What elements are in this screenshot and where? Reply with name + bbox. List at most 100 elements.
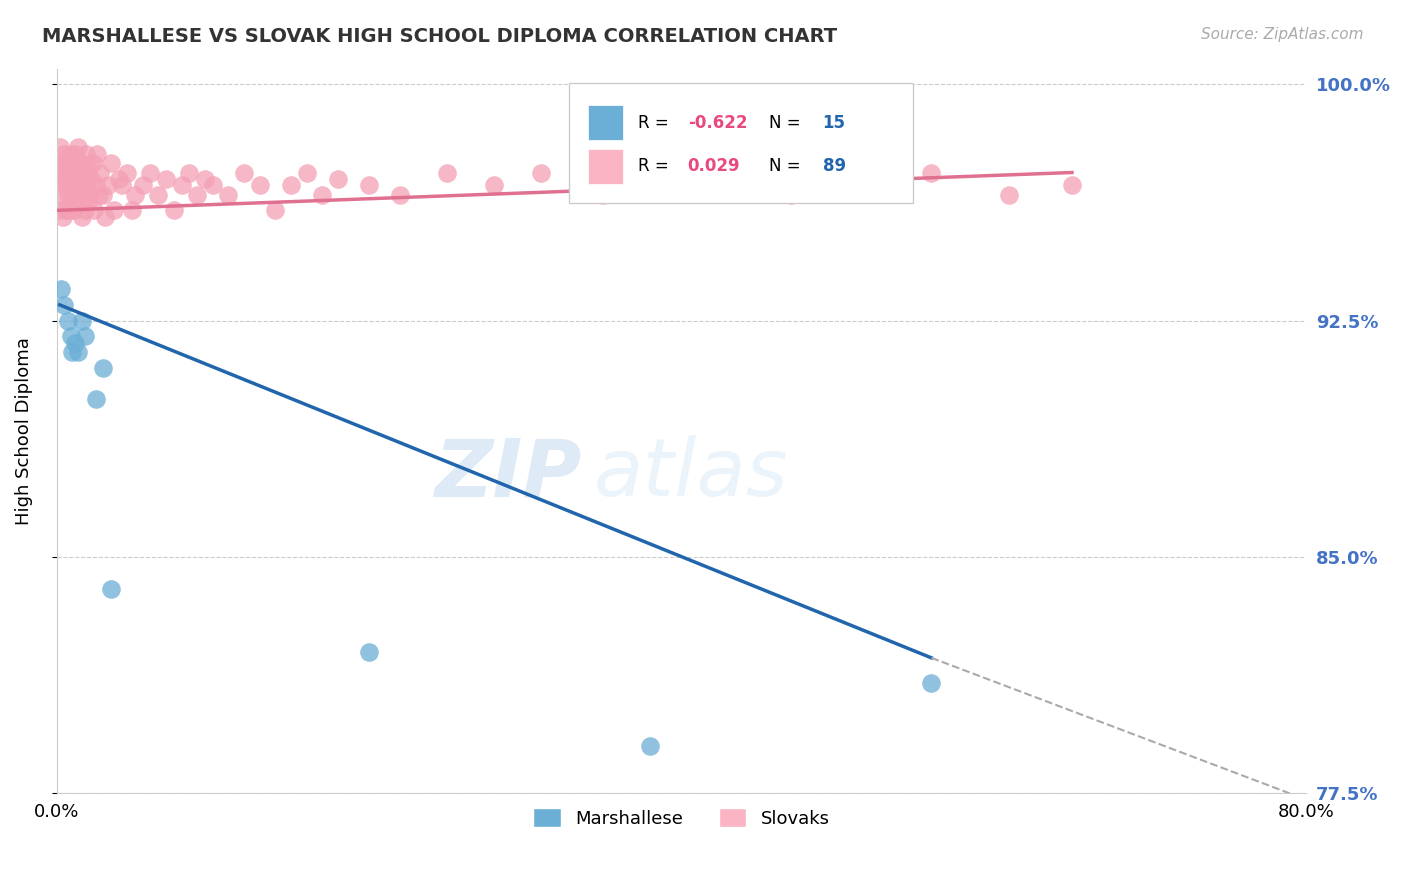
Point [52, 165, 75, 179]
Point [66, 165, 89, 179]
Point [124, 187, 146, 202]
Point [389, 187, 412, 202]
Point [233, 165, 256, 179]
Point [69, 187, 91, 202]
Point [482, 178, 505, 193]
Point [121, 203, 143, 218]
Point [249, 178, 271, 193]
Point [56, 156, 79, 170]
Point [55, 156, 77, 170]
Point [48, 140, 70, 154]
Point [59, 178, 82, 193]
Point [60, 345, 83, 359]
Point [170, 178, 193, 193]
Point [311, 187, 333, 202]
Point [55, 171, 77, 186]
Point [73, 329, 96, 343]
Point [62, 203, 84, 218]
Point [93, 187, 115, 202]
Bar [588, 149, 623, 184]
Point [108, 171, 131, 186]
Point [103, 203, 125, 218]
Point [75, 178, 97, 193]
Point [436, 165, 458, 179]
Point [89, 165, 111, 179]
Point [842, 178, 865, 193]
Point [357, 644, 380, 658]
Point [66, 197, 89, 211]
Text: N =: N = [769, 114, 806, 132]
Text: Source: ZipAtlas.com: Source: ZipAtlas.com [1201, 27, 1364, 42]
Point [53, 298, 76, 312]
Text: ZIP: ZIP [434, 435, 582, 514]
Point [146, 187, 169, 202]
Point [76, 162, 98, 177]
Point [73, 171, 96, 186]
Point [326, 171, 349, 186]
Text: R =: R = [638, 114, 673, 132]
Point [75, 146, 97, 161]
Point [530, 165, 553, 179]
Text: 89: 89 [823, 157, 846, 176]
Point [76, 194, 98, 208]
Point [58, 203, 80, 218]
Point [357, 178, 380, 193]
Bar [588, 105, 623, 140]
Point [53, 178, 76, 193]
Point [280, 178, 302, 193]
Point [186, 187, 208, 202]
Point [97, 178, 120, 193]
Point [59, 146, 82, 161]
Text: N =: N = [769, 157, 806, 176]
Text: MARSHALLESE VS SLOVAK HIGH SCHOOL DIPLOMA CORRELATION CHART: MARSHALLESE VS SLOVAK HIGH SCHOOL DIPLOM… [42, 27, 838, 45]
Point [62, 171, 84, 186]
Legend: Marshallese, Slovaks: Marshallese, Slovaks [526, 801, 837, 835]
Point [93, 360, 115, 375]
Point [82, 156, 104, 170]
Point [131, 178, 153, 193]
Point [100, 582, 122, 596]
Point [58, 171, 80, 186]
Point [638, 739, 661, 753]
Point [217, 187, 239, 202]
Point [52, 210, 75, 224]
Text: atlas: atlas [593, 435, 789, 514]
Point [69, 156, 91, 170]
Point [79, 187, 101, 202]
Point [56, 187, 79, 202]
Point [201, 178, 224, 193]
Point [70, 178, 93, 193]
Y-axis label: High School Diploma: High School Diploma [15, 337, 32, 524]
Point [70, 210, 93, 224]
Point [67, 171, 90, 186]
Point [717, 165, 740, 179]
Point [59, 329, 82, 343]
Point [84, 178, 107, 193]
Point [163, 203, 186, 218]
Point [155, 171, 177, 186]
Point [920, 676, 942, 690]
Point [84, 392, 107, 407]
Point [60, 156, 83, 170]
Point [655, 178, 678, 193]
Point [65, 335, 87, 350]
Point [56, 313, 79, 327]
Point [80, 171, 103, 186]
Point [1060, 178, 1083, 193]
Point [67, 140, 90, 154]
Point [46, 171, 69, 186]
Point [83, 203, 105, 218]
Point [87, 187, 110, 202]
Point [115, 165, 138, 179]
Point [295, 165, 318, 179]
Text: 0.029: 0.029 [688, 157, 741, 176]
Point [86, 146, 108, 161]
Point [55, 203, 77, 218]
Point [179, 165, 201, 179]
FancyBboxPatch shape [569, 83, 912, 202]
Point [72, 156, 94, 170]
Point [779, 187, 801, 202]
Text: R =: R = [638, 157, 673, 176]
Point [65, 146, 87, 161]
Point [920, 165, 942, 179]
